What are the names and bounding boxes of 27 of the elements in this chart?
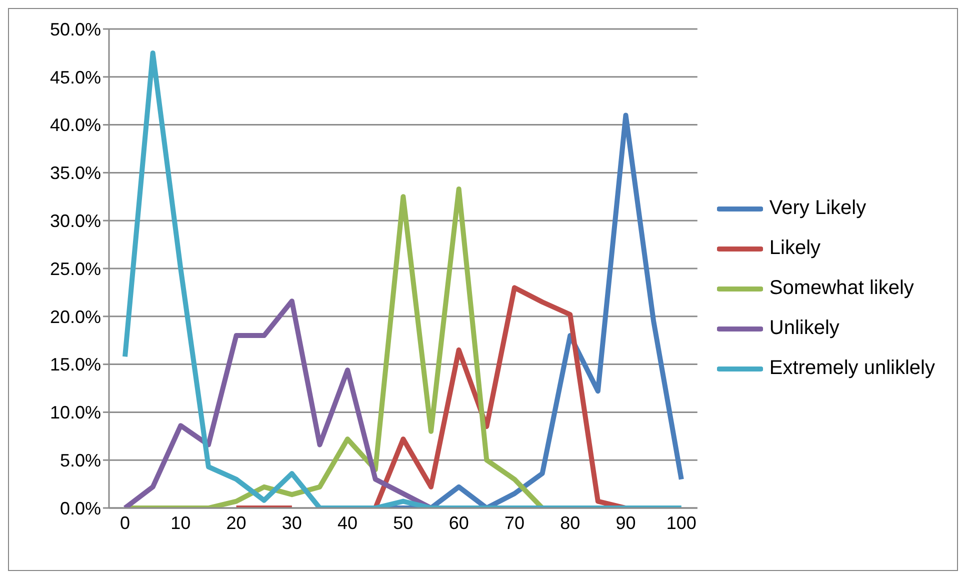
y-tick-label: 45.0%: [50, 67, 101, 88]
y-tick-label: 25.0%: [50, 258, 101, 279]
x-tick-label: 10: [170, 512, 191, 533]
y-tick-label: 40.0%: [50, 115, 101, 136]
y-tick-label: 35.0%: [50, 163, 101, 184]
legend-label: Extremely unliklely: [769, 357, 935, 380]
x-tick-label: 90: [616, 512, 636, 533]
x-tick-label: 70: [504, 512, 524, 533]
x-tick-label: 80: [560, 512, 580, 533]
x-tick-label: 50: [393, 512, 414, 533]
legend-label: Unlikely: [769, 317, 840, 340]
y-tick-label: 10.0%: [50, 402, 101, 423]
y-tick-label: 30.0%: [50, 210, 101, 231]
y-tick-label: 20.0%: [50, 306, 101, 327]
y-tick-label: 50.0%: [50, 19, 101, 40]
x-tick-label: 0: [120, 512, 130, 533]
x-tick-label: 20: [226, 512, 246, 533]
legend-label: Somewhat likely: [769, 277, 914, 300]
y-tick-label: 15.0%: [50, 354, 101, 375]
legend-label: Very Likely: [769, 197, 866, 220]
x-tick-label: 100: [666, 512, 696, 533]
x-tick-label: 60: [448, 512, 469, 533]
y-tick-label: 5.0%: [60, 450, 101, 470]
x-tick-label: 30: [282, 512, 302, 533]
x-tick-label: 40: [338, 512, 358, 533]
legend-label: Likely: [769, 237, 821, 260]
y-tick-label: 0.0%: [60, 498, 101, 518]
